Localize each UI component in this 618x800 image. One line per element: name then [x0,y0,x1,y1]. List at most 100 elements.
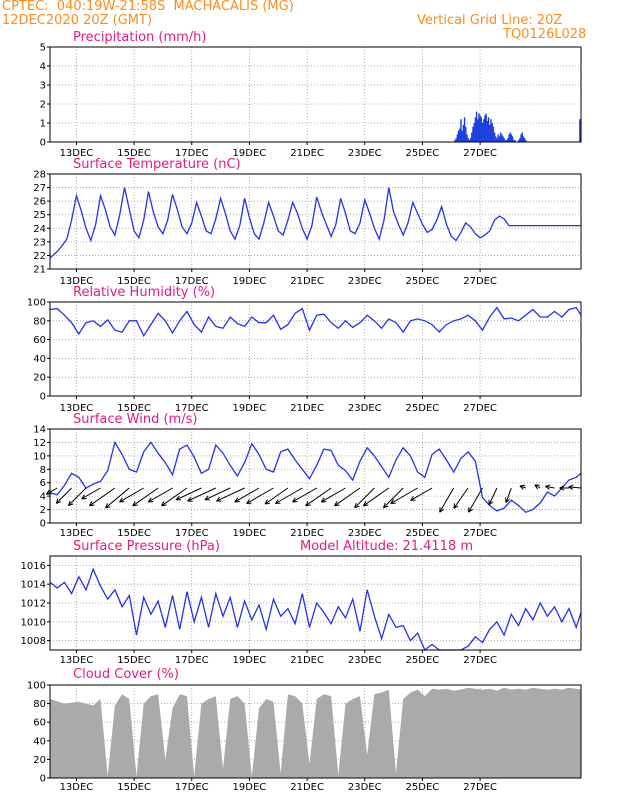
precip-bar [501,134,503,142]
x-tick-label: 13DEC [60,276,94,287]
wind-arrow [534,484,541,490]
x-tick-label: 21DEC [290,655,324,666]
y-tick-label: 80 [33,699,46,710]
y-tick-label: 100 [27,298,46,309]
wind-arrow [68,487,87,507]
y-tick-label: 3 [40,81,46,92]
wind-arrow [216,487,245,502]
y-tick-label: 1 [40,119,46,130]
y-tick-label: 25 [33,210,46,221]
wind-arrow [468,487,483,513]
cloud-area [50,687,581,778]
panel-frame [49,555,582,651]
y-tick-label: 23 [33,237,46,248]
series-line [49,187,581,259]
panel-5: 0 20 40 60 80 100 13DEC 15DEC 17DEC 19DEC 21DEC 23D… [27,667,582,793]
y-tick-label: 80 [33,316,46,327]
wind-arrow [132,487,159,507]
precip-bar [490,119,492,142]
precip-bar [466,134,468,142]
x-tick-label: 23DEC [348,655,382,666]
panel-frame [49,301,582,397]
precip-bar [491,123,493,142]
y-tick-label: 14 [33,425,46,436]
x-tick-label: 17DEC [175,403,209,414]
wind-arrow [161,487,188,507]
y-tick-label: 100 [27,681,46,692]
precip-bar [499,132,502,142]
precip-bar [456,134,459,142]
wind-arrow [334,487,361,507]
precip-bar [487,117,490,142]
wind-arrow [354,487,375,509]
precip-bar [454,140,456,142]
x-tick-label: 17DEC [175,655,209,666]
y-tick-label: 0 [40,774,46,785]
y-tick-label: 0 [40,138,46,149]
wind-arrow [246,487,274,504]
precip-bar [504,140,507,142]
precip-bar [465,126,467,142]
precip-bar [505,140,508,142]
wind-arrow [46,487,58,495]
precip-bar [480,117,483,142]
panel-title: Surface Temperature (nC) [73,157,241,172]
x-tick-label: 21DEC [290,148,324,159]
x-tick-label: 21DEC [290,782,324,793]
header-right2: TQ0126L028 [503,27,587,42]
precip-bar [579,119,581,142]
precip-bar [459,128,461,142]
y-tick-label: 8 [40,465,46,476]
y-tick-label: 5 [40,43,46,54]
precip-bar [497,134,499,142]
wind-arrow [559,485,569,491]
y-tick-label: 26 [33,197,46,208]
precip-bar [473,123,475,142]
y-tick-label: 6 [40,478,46,489]
x-tick-label: 15DEC [117,403,151,414]
y-tick-label: 28 [33,170,46,181]
precip-bar [485,113,487,142]
wind-arrow [382,487,404,509]
x-tick-label: 15DEC [117,782,151,793]
precip-bar [513,140,515,142]
wind-arrow [519,484,526,490]
wind-arrow [362,487,390,507]
wind-arrow [305,487,332,507]
precip-bar [462,124,465,142]
wind-arrow [390,487,418,504]
precip-bar [474,117,477,142]
precip-bar [511,136,514,142]
x-tick-label: 15DEC [117,148,151,159]
precip-bar [523,138,526,142]
y-tick-label: 2 [40,505,46,516]
precip-bar [502,136,504,142]
x-tick-label: 19DEC [233,148,267,159]
wind-arrow [105,487,130,509]
y-tick-label: 1014 [21,580,46,591]
precip-bar [479,115,481,142]
panel-1: 21 22 23 24 25 26 27 28 13DEC 15DEC 17DEC 19DEC 21DE… [33,157,582,287]
x-tick-label: 27DEC [463,148,497,159]
y-tick-label: 21 [33,265,46,276]
y-tick-label: 1008 [21,636,46,647]
panel-frame [49,173,582,270]
y-tick-label: 1010 [21,617,46,628]
x-tick-label: 17DEC [175,276,209,287]
precip-bar [521,132,523,142]
x-tick-label: 13DEC [60,655,94,666]
y-tick-label: 12 [33,438,46,449]
wind-arrow [175,487,202,501]
wind-arrow [55,487,72,504]
precip-bar [477,119,479,142]
y-tick-label: 40 [33,354,46,365]
y-tick-label: 0 [40,519,46,530]
wind-arrow [488,487,498,506]
y-tick-label: 40 [33,736,46,747]
x-tick-label: 27DEC [463,403,497,414]
x-tick-label: 15DEC [117,655,151,666]
precip-bar [522,136,525,142]
y-tick-label: 20 [33,373,46,384]
wind-arrow [439,487,455,513]
x-tick-label: 17DEC [175,528,209,539]
